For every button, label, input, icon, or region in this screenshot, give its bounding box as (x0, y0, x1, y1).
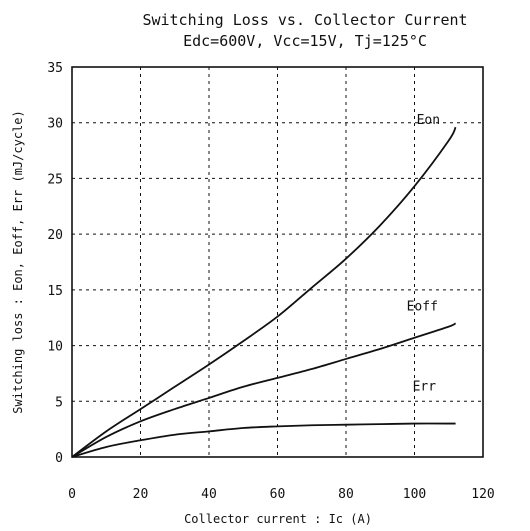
x-axis-label: Collector current : Ic (A) (184, 512, 372, 526)
series-label-eon: Eon (417, 113, 440, 128)
grid-lines (72, 67, 483, 457)
series-labels: Eon Eoff Err (407, 113, 440, 394)
x-tick-label: 40 (201, 487, 217, 502)
y-tick-label: 15 (47, 284, 63, 299)
chart-title: Switching Loss vs. Collector Current (142, 11, 467, 29)
y-tick-label: 10 (47, 340, 63, 355)
x-tick-label: 20 (133, 487, 149, 502)
x-tick-label: 80 (338, 487, 354, 502)
series-label-err: Err (413, 380, 437, 395)
y-tick-label: 0 (55, 451, 63, 466)
y-tick-label: 5 (55, 395, 63, 410)
series-label-eoff: Eoff (407, 299, 438, 314)
y-tick-label: 35 (47, 61, 63, 76)
x-tick-label: 0 (68, 487, 76, 502)
y-tick-label: 25 (47, 172, 63, 187)
y-axis-label: Switching loss : Eon, Eoff, Err (mJ/cycl… (11, 110, 25, 413)
series-line-eon (71, 126, 457, 458)
tick-labels: 0 20 40 60 80 100 120 0 5 10 15 20 25 30 35 (47, 61, 494, 502)
series-lines (71, 126, 457, 458)
chart-subtitle: Edc=600V, Vcc=15V, Tj=125°C (183, 32, 427, 50)
y-tick-label: 30 (47, 117, 63, 132)
y-tick-label: 20 (47, 228, 63, 243)
x-tick-label: 100 (403, 487, 426, 502)
series-line-err (71, 422, 456, 458)
series-line-eoff (71, 322, 457, 458)
plot-frame (71, 66, 484, 458)
x-tick-label: 120 (471, 487, 494, 502)
x-tick-label: 60 (270, 487, 286, 502)
